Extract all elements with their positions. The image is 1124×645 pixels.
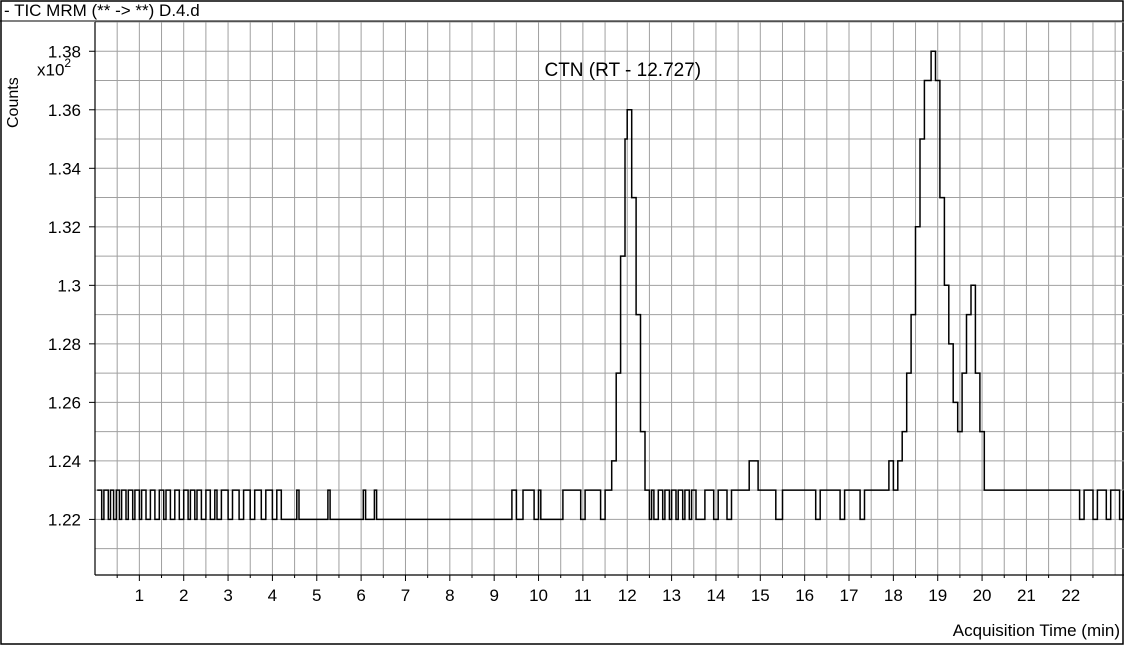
x-axis-label: Acquisition Time (min)	[952, 621, 1120, 640]
y-tick-label: 1.26	[48, 393, 81, 412]
x-tick-label: 9	[489, 586, 498, 605]
x-tick-label: 16	[795, 586, 814, 605]
y-tick-label: 1.32	[48, 218, 81, 237]
x-tick-label: 20	[973, 586, 992, 605]
x-tick-label: 19	[928, 586, 947, 605]
y-tick-label: 1.3	[57, 276, 81, 295]
y-tick-label: 1.36	[48, 101, 81, 120]
y-tick-label: 1.24	[48, 452, 81, 471]
y-multiplier-exponent: 2	[64, 56, 72, 70]
tic-trace-line	[97, 50, 1124, 521]
x-tick-label: 14	[706, 586, 725, 605]
x-tick-label: 21	[1017, 586, 1036, 605]
x-tick-label: 10	[529, 586, 548, 605]
y-tick-label: 1.38	[48, 42, 81, 61]
y-tick-label: 1.22	[48, 510, 81, 529]
x-tick-label: 18	[884, 586, 903, 605]
x-tick-label: 11	[574, 586, 592, 605]
x-tick-label: 15	[751, 586, 770, 605]
x-tick-label: 5	[312, 586, 321, 605]
chart-title: - TIC MRM (** -> **) D.4.d	[4, 1, 200, 20]
x-tick-label: 3	[223, 586, 232, 605]
x-tick-label: 7	[401, 586, 410, 605]
x-tick-label: 22	[1061, 586, 1080, 605]
y-tick-label: 1.34	[48, 159, 81, 178]
y-tick-label: 1.28	[48, 335, 81, 354]
x-tick-label: 2	[179, 586, 188, 605]
x-tick-label: 12	[618, 586, 637, 605]
x-tick-label: 17	[840, 586, 859, 605]
x-tick-label: 4	[268, 586, 277, 605]
x-tick-label: 1	[135, 586, 144, 605]
x-tick-label: 13	[662, 586, 681, 605]
y-multiplier-base: x10	[37, 60, 65, 80]
x-tick-label: 6	[356, 586, 365, 605]
peak-annotation: CTN (RT - 12.727)	[544, 60, 701, 81]
y-axis-multiplier: x102	[37, 56, 72, 81]
x-tick-label: 8	[445, 586, 454, 605]
